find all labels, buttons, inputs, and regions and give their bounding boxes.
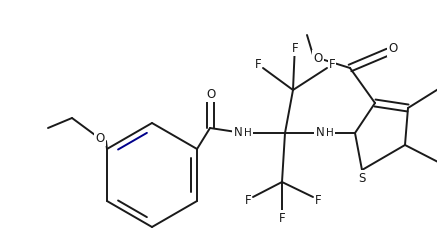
- Text: F: F: [315, 194, 321, 206]
- Text: N: N: [316, 127, 324, 139]
- Text: H: H: [326, 128, 334, 138]
- Text: H: H: [244, 128, 252, 138]
- Text: S: S: [358, 172, 366, 184]
- Text: F: F: [329, 59, 335, 71]
- Text: F: F: [291, 41, 298, 54]
- Text: F: F: [279, 212, 285, 225]
- Text: F: F: [245, 194, 251, 206]
- Text: O: O: [206, 88, 215, 100]
- Text: O: O: [388, 43, 398, 55]
- Text: O: O: [95, 131, 104, 144]
- Text: O: O: [313, 52, 323, 65]
- Text: N: N: [234, 127, 243, 139]
- Text: F: F: [255, 59, 261, 71]
